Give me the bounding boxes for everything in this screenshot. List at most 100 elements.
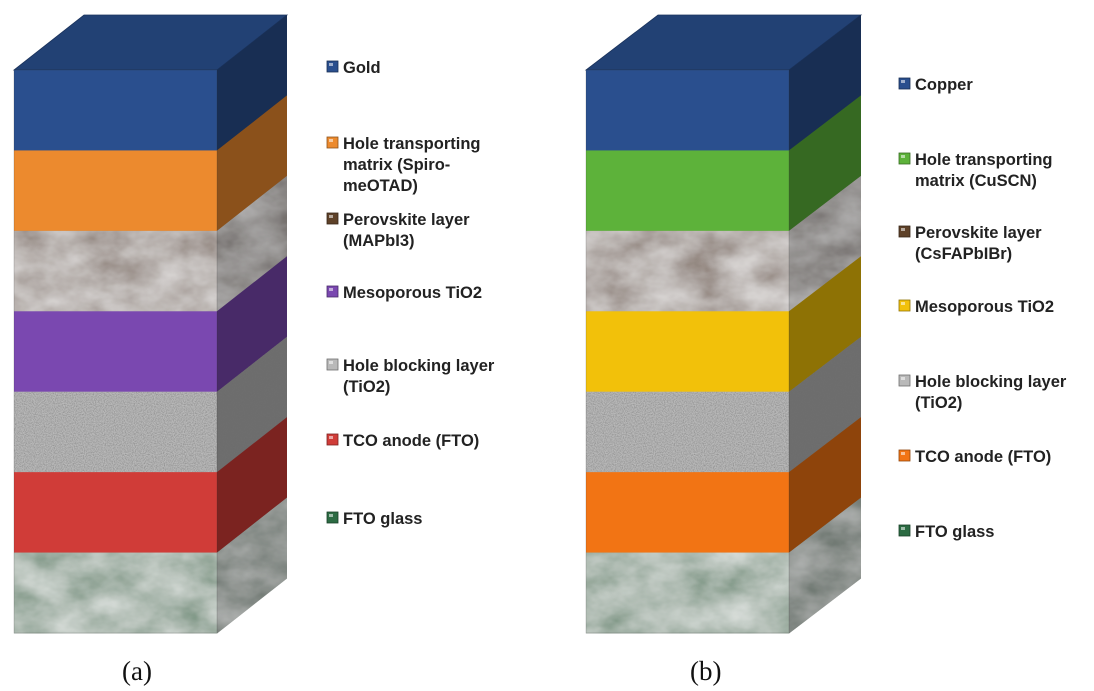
legend-label: Mesoporous TiO2: [915, 298, 1054, 316]
layer-front-face: [14, 150, 217, 232]
panel-b: Copper Hole transporting matrix (CuSCN) Per…: [584, 14, 1067, 686]
layer-side-face: [789, 417, 861, 554]
legend-label: Hole transporting: [343, 135, 481, 153]
layer-side-face: [217, 417, 287, 554]
legend-swatch: [898, 524, 911, 537]
layer-block: [586, 336, 861, 473]
layer-side-shade: [789, 175, 861, 312]
legend-label: meOTAD): [343, 177, 418, 195]
legend-label: TCO anode (FTO): [915, 448, 1051, 466]
legend-label: Hole transporting: [915, 151, 1053, 169]
layer-stack-b: [584, 14, 863, 634]
legend-swatch-highlight: [901, 80, 905, 83]
legend-swatch: [898, 299, 911, 312]
layer-front-face: [14, 391, 217, 473]
legend-b: Copper Hole transporting matrix (CuSCN) Per…: [898, 76, 1067, 541]
layer-block: [14, 497, 287, 634]
layer-side-shade: [217, 256, 287, 393]
legend-label: (TiO2): [343, 378, 390, 396]
layer-side-shade: [217, 95, 287, 232]
layer-block: [14, 15, 287, 151]
layer-side-face: [217, 256, 287, 393]
panel-a: Gold Hole transporting matrix (Spiro-meOTA…: [12, 14, 495, 686]
layer-side-shade: [217, 336, 287, 473]
legend-label: Mesoporous TiO2: [343, 284, 482, 302]
legend-swatch: [898, 225, 911, 238]
legend-label: (MAPbI3): [343, 232, 415, 250]
layer-side-shade: [789, 256, 861, 393]
layer-front-face: [586, 472, 789, 554]
layer-side-face: [217, 15, 287, 151]
legend-swatch-highlight: [329, 139, 333, 142]
layer-side-shade: [789, 95, 861, 232]
layer-side-face: [789, 256, 861, 393]
legend-swatch: [326, 212, 339, 225]
layer-side-shade: [217, 497, 287, 634]
legend-label: FTO glass: [343, 510, 422, 528]
legend-label: matrix (Spiro-: [343, 156, 450, 174]
layer-block: [586, 175, 861, 312]
legend-swatch-highlight: [901, 228, 905, 231]
layer-front-face: [586, 311, 789, 393]
layer-side-face: [789, 95, 861, 232]
layer-block: [586, 15, 861, 151]
layer-front-face: [14, 311, 217, 393]
legend-swatch-highlight: [901, 377, 905, 380]
legend-swatch-highlight: [329, 436, 333, 439]
caption-a: (a): [122, 656, 152, 686]
layer-side-shade: [217, 15, 287, 151]
layer-front-face: [586, 230, 789, 312]
layer-side-face: [217, 95, 287, 232]
layer-side-face: [789, 175, 861, 312]
legend-swatch: [326, 285, 339, 298]
caption-b: (b): [690, 656, 721, 686]
layer-block: [14, 95, 287, 232]
legend-label: Hole blocking layer: [915, 373, 1067, 391]
layer-front-face: [14, 230, 217, 312]
layer-front-face: [586, 391, 789, 473]
layer-block: [586, 497, 861, 634]
legend-swatch: [898, 449, 911, 462]
legend-swatch: [326, 136, 339, 149]
legend-a: Gold Hole transporting matrix (Spiro-meOTA…: [326, 59, 495, 528]
layer-side-shade: [217, 417, 287, 554]
layer-block: [14, 175, 287, 312]
layer-block: [14, 256, 287, 393]
layer-front-face: [14, 70, 217, 151]
legend-label: Hole blocking layer: [343, 357, 495, 375]
legend-label: (TiO2): [915, 394, 962, 412]
layer-front-face: [586, 150, 789, 232]
legend-swatch-highlight: [329, 514, 333, 517]
layer-side-shade: [789, 15, 861, 151]
legend-swatch: [898, 374, 911, 387]
layer-side-face: [789, 497, 861, 634]
layer-side-shade: [789, 497, 861, 634]
layer-front-face: [14, 552, 217, 634]
legend-label: Perovskite layer: [915, 224, 1042, 242]
layer-side-shade: [217, 175, 287, 312]
layer-block: [14, 417, 287, 554]
layer-front-face: [586, 552, 789, 634]
layer-side-face: [217, 175, 287, 312]
legend-label: Gold: [343, 59, 381, 77]
layer-block: [586, 417, 861, 554]
layer-block: [586, 256, 861, 393]
layer-side-face: [217, 336, 287, 473]
layer-side-face: [217, 497, 287, 634]
legend-swatch-highlight: [329, 63, 333, 66]
layer-block: [586, 95, 861, 232]
legend-swatch: [898, 152, 911, 165]
legend-swatch-highlight: [329, 361, 333, 364]
stack-outline: [13, 69, 218, 634]
legend-swatch: [898, 77, 911, 90]
layer-block: [14, 336, 287, 473]
layer-side-shade: [789, 417, 861, 554]
legend-swatch: [326, 511, 339, 524]
legend-label: (CsFAPbIBr): [915, 245, 1012, 263]
layer-side-face: [789, 336, 861, 473]
legend-swatch-highlight: [329, 215, 333, 218]
legend-swatch-highlight: [901, 302, 905, 305]
legend-swatch-highlight: [901, 155, 905, 158]
layer-side-face: [789, 15, 861, 151]
